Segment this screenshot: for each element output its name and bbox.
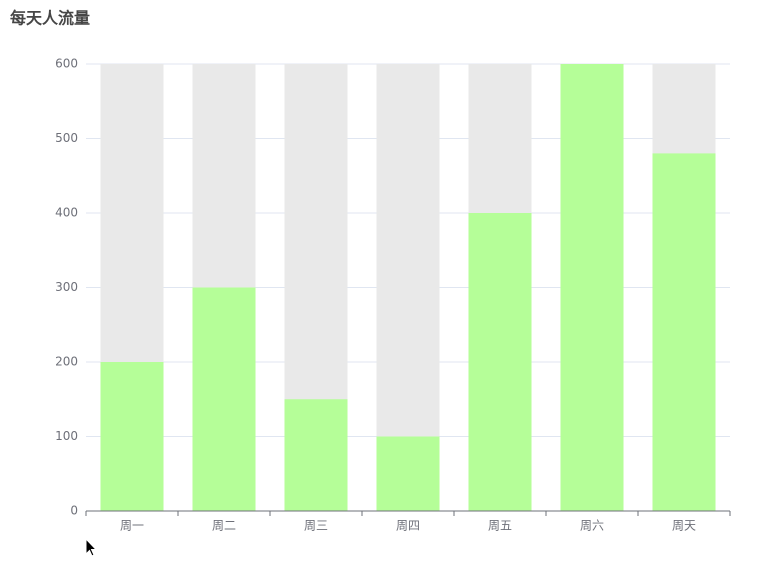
y-tick-label: 100 <box>55 429 78 443</box>
x-tick-label: 周天 <box>672 519 696 533</box>
y-tick-label: 200 <box>55 355 78 369</box>
x-tick-label: 周二 <box>212 519 236 533</box>
x-tick-label: 周一 <box>120 519 144 533</box>
bar <box>100 362 164 511</box>
bar <box>284 399 348 511</box>
x-tick-label: 周五 <box>488 519 512 533</box>
y-tick-label: 500 <box>55 131 78 145</box>
y-tick-label: 0 <box>70 504 78 518</box>
bar <box>652 153 716 511</box>
bar <box>192 287 256 511</box>
mouse-cursor <box>85 537 98 557</box>
x-tick-label: 周四 <box>396 519 420 533</box>
bar <box>560 64 624 511</box>
x-tick-label: 周三 <box>304 519 328 533</box>
bar <box>376 436 440 511</box>
chart-title: 每天人流量 <box>10 9 90 28</box>
y-tick-label: 400 <box>55 206 78 220</box>
x-tick-label: 周六 <box>580 519 604 533</box>
y-tick-label: 300 <box>55 280 78 294</box>
bar <box>468 213 532 511</box>
y-tick-label: 600 <box>55 57 78 71</box>
